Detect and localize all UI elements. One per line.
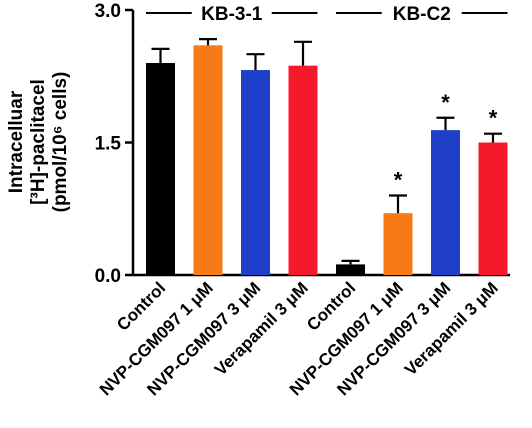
bar: [288, 65, 318, 276]
y-tick-label: 1.5: [95, 134, 122, 155]
y-axis-label-line-3: (pmol/10⁶ cells): [50, 72, 71, 213]
y-axis-label-line-2: [³H]-paclitacel: [28, 79, 49, 205]
bar: [336, 264, 365, 275]
significance-star: *: [394, 168, 403, 193]
group-label: KB-C2: [393, 4, 451, 25]
y-axis-label: Intracelluar [³H]-paclitacel (pmol/10⁶ c…: [6, 72, 71, 213]
bar: [478, 142, 508, 275]
significance-star: *: [441, 90, 450, 115]
y-tick-label: 3.0: [95, 1, 121, 22]
bar: [193, 45, 223, 276]
significance-star: *: [489, 106, 498, 131]
bar: [241, 70, 270, 275]
bar: [146, 63, 175, 275]
bar: [431, 130, 460, 275]
group-labels: KB-3-1 KB-C2: [146, 4, 508, 25]
bar: [383, 213, 413, 275]
group-label: KB-3-1: [201, 4, 263, 25]
y-tick-label: 0.0: [95, 266, 121, 287]
y-axis-label-line-1: Intracelluar: [6, 90, 27, 193]
bars: * * *: [146, 38, 508, 276]
